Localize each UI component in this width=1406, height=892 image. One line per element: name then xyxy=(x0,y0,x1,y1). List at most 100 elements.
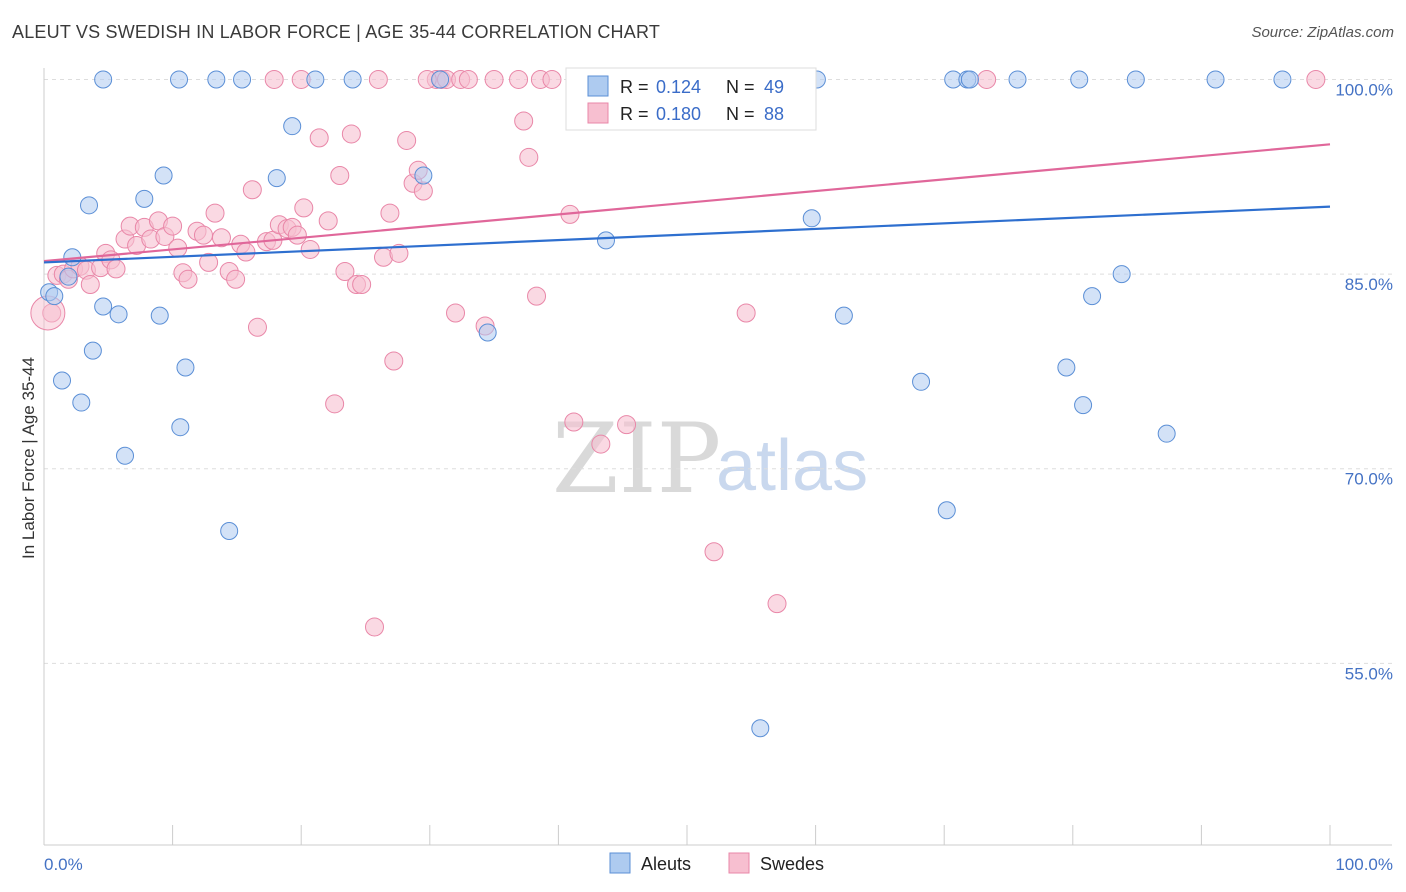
legend-aleut-n-label: N = xyxy=(726,77,755,97)
aleut-point xyxy=(233,70,252,89)
trend-lines xyxy=(43,143,1331,264)
swede-point xyxy=(264,69,284,89)
swede-point xyxy=(193,225,213,245)
legend-swedes-label: Swedes xyxy=(760,854,824,874)
y-tick-labels: 55.0% 70.0% 85.0% 100.0% xyxy=(1335,80,1393,683)
aleut-point xyxy=(80,196,99,215)
correlation-legend: R = 0.124 N = 49 R = 0.180 N = 88 xyxy=(565,67,817,131)
aleuts-trend-line xyxy=(43,205,1331,264)
legend-swede-swatch xyxy=(587,102,609,124)
aleut-point xyxy=(1057,358,1076,377)
aleut-point xyxy=(94,297,113,316)
swede-point xyxy=(514,111,534,131)
aleut-point xyxy=(1074,396,1093,415)
y-axis-label: In Labor Force | Age 35-44 xyxy=(19,357,38,559)
legend-swede-n-label: N = xyxy=(726,104,755,124)
swede-point xyxy=(564,412,584,432)
swede-point xyxy=(335,261,355,281)
y-tick-label: 100.0% xyxy=(1335,80,1393,99)
swede-point xyxy=(397,130,417,150)
swede-point xyxy=(1306,69,1326,89)
aleut-point xyxy=(1112,265,1131,284)
swede-point xyxy=(178,269,198,289)
legend-aleut-r-value: 0.124 xyxy=(656,77,701,97)
legend-aleuts-swatch xyxy=(609,852,631,874)
aleut-point xyxy=(960,70,979,89)
swede-point xyxy=(309,128,329,148)
swede-point xyxy=(80,274,100,294)
swede-point xyxy=(736,303,756,323)
legend-swedes-swatch xyxy=(728,852,750,874)
aleut-point xyxy=(45,287,64,306)
swede-point xyxy=(318,211,338,231)
swede-point xyxy=(163,216,183,236)
aleut-point xyxy=(283,117,302,136)
aleut-point xyxy=(431,70,450,89)
aleut-point xyxy=(267,169,286,188)
swede-point xyxy=(236,242,256,262)
swede-point xyxy=(352,274,372,294)
source-credit: Source: ZipAtlas.com xyxy=(1251,24,1394,41)
swede-point xyxy=(446,303,466,323)
aleut-point xyxy=(1070,70,1089,89)
chart-title: ALEUT VS SWEDISH IN LABOR FORCE | AGE 35… xyxy=(12,22,661,42)
axes xyxy=(43,68,1392,846)
swede-point xyxy=(365,617,385,637)
swede-point xyxy=(767,594,787,614)
aleut-point xyxy=(751,719,770,738)
aleut-point xyxy=(912,372,931,391)
swede-point xyxy=(106,259,126,279)
legend-swede-r-label: R = xyxy=(620,104,649,124)
x-tick-label-min: 0.0% xyxy=(44,855,83,874)
swedes-trend-line xyxy=(43,143,1331,263)
swede-point xyxy=(413,181,433,201)
watermark: ZIP atlas xyxy=(552,403,868,515)
legend-aleuts-label: Aleuts xyxy=(641,854,691,874)
watermark-atlas: atlas xyxy=(716,426,868,506)
swede-point xyxy=(617,415,637,435)
series-legend: Aleuts Swedes xyxy=(609,852,824,874)
aleut-point xyxy=(1157,424,1176,443)
swede-point xyxy=(341,124,361,144)
swede-point xyxy=(211,228,231,248)
aleut-point xyxy=(478,323,497,342)
aleut-point xyxy=(72,393,91,412)
swede-point xyxy=(458,69,478,89)
x-tick-label-max: 100.0% xyxy=(1335,855,1393,874)
swede-point xyxy=(205,203,225,223)
aleut-point xyxy=(306,70,325,89)
y-tick-label: 55.0% xyxy=(1345,664,1393,683)
gridlines xyxy=(44,78,1392,664)
legend-aleut-r-label: R = xyxy=(620,77,649,97)
aleut-point xyxy=(834,306,853,325)
swede-point xyxy=(287,225,307,245)
swede-point xyxy=(199,252,219,272)
legend-swede-r-value: 0.180 xyxy=(656,104,701,124)
legend-swede-n-value: 88 xyxy=(764,104,784,124)
swede-point xyxy=(325,394,345,414)
swede-point xyxy=(591,434,611,454)
y-tick-label: 70.0% xyxy=(1345,470,1393,489)
aleut-point xyxy=(171,418,190,437)
aleut-point xyxy=(1083,287,1102,306)
swede-point xyxy=(977,69,997,89)
aleut-point xyxy=(207,70,226,89)
swede-point xyxy=(330,165,350,185)
aleut-point xyxy=(150,306,169,325)
aleut-point xyxy=(116,446,135,465)
aleut-point xyxy=(1126,70,1145,89)
legend-aleut-swatch xyxy=(587,75,609,97)
aleut-point xyxy=(1008,70,1027,89)
swede-point xyxy=(527,286,547,306)
aleut-point xyxy=(59,267,78,286)
swede-point xyxy=(226,269,246,289)
swede-point xyxy=(368,69,388,89)
aleut-point xyxy=(414,166,433,185)
aleut-point xyxy=(596,231,615,250)
swede-point xyxy=(380,203,400,223)
aleut-point xyxy=(220,522,239,540)
swede-point xyxy=(704,542,724,562)
aleut-point xyxy=(154,166,173,185)
aleut-point xyxy=(1206,70,1225,89)
